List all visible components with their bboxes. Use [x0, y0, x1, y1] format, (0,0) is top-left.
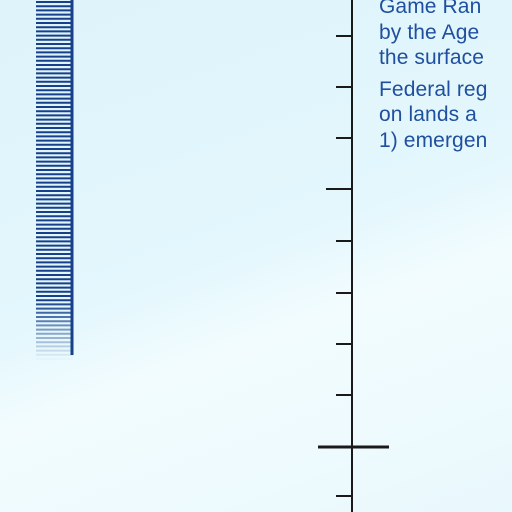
text-line: Game Ran	[379, 0, 482, 18]
document-text-block: Game Ran by the Age the surface Federal …	[379, 0, 488, 154]
vertical-ruler	[318, 0, 389, 512]
text-line: Federal reg	[379, 77, 488, 101]
text-line: the surface	[379, 46, 484, 70]
hatched-scale-bar	[36, 0, 74, 356]
text-line: 1) emergen	[379, 128, 488, 152]
text-line: on lands a	[379, 103, 477, 127]
text-line: by the Age	[379, 20, 480, 44]
